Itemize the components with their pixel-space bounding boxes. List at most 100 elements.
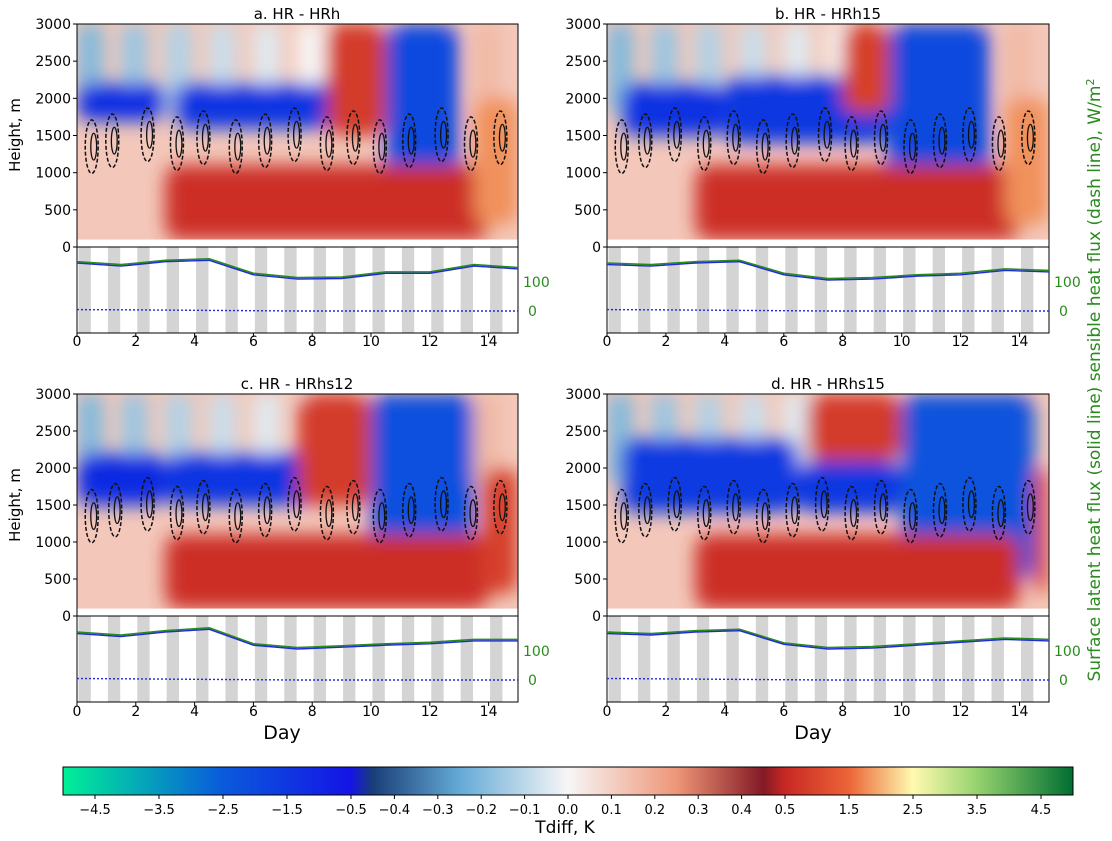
cloud-contour-inner	[439, 490, 448, 519]
latent-flux-line-2	[606, 260, 1050, 281]
colorbar-tick-label: −0.2	[465, 803, 497, 818]
cloud-contour	[493, 479, 508, 535]
cloud-contour-inner	[407, 126, 415, 155]
panel-title: a. HR - HRh	[254, 5, 341, 23]
cloud-contour	[814, 476, 830, 532]
cloud-contour	[667, 107, 683, 163]
night-shade	[343, 247, 356, 333]
cloud-contour	[962, 107, 977, 163]
cloud-contour	[667, 476, 683, 532]
panel-title: d. HR - HRhs15	[771, 375, 885, 393]
colorbar-tick-label: −0.5	[335, 803, 367, 818]
cloud-contour-inner	[673, 490, 681, 519]
night-shade	[873, 616, 887, 702]
night-shade	[991, 247, 1004, 333]
sensible-flux-line	[606, 677, 1049, 681]
night-shade	[962, 247, 975, 333]
cloud-contour	[463, 485, 479, 541]
flux-right-tick-label: 0	[1059, 673, 1068, 689]
night-shade	[372, 247, 385, 333]
y-tick-label: 1500	[565, 498, 601, 514]
cloud-contour	[614, 488, 629, 544]
y-tick-label: 2000	[35, 91, 71, 107]
night-shade	[726, 616, 739, 702]
tdiff-region	[1004, 98, 1049, 225]
night-shade	[1021, 247, 1034, 333]
y-tick-label: 3000	[565, 17, 601, 33]
night-shade	[196, 247, 209, 333]
colorbar-tick-label: −0.3	[422, 803, 454, 818]
cloud-contour-inner	[351, 123, 359, 152]
cloud-contour-inner	[498, 493, 506, 522]
x-tick-label: 14	[480, 334, 498, 350]
cloud-contour	[1021, 479, 1036, 535]
cloud-contour-inner	[908, 502, 917, 531]
cloud-contour	[697, 485, 712, 541]
cloud-contour-inner	[469, 499, 477, 528]
y-tick-label: 1000	[35, 166, 71, 182]
cloud-contour	[228, 119, 243, 175]
x-tick-label: 10	[893, 704, 911, 720]
x-tick-label: 8	[838, 334, 847, 350]
colorbar-tick-label: −3.5	[143, 803, 175, 818]
flux-right-tick-label: 100	[523, 644, 550, 660]
night-shade	[401, 616, 415, 702]
x-tick-label: 0	[603, 334, 612, 350]
colorbar-tick-label: 0.2	[644, 803, 665, 818]
cloud-contour	[346, 479, 361, 535]
cloud-contour-inner	[702, 129, 710, 158]
cloud-contour-inner	[292, 120, 301, 149]
night-shade	[313, 616, 327, 702]
surface-band	[77, 239, 518, 247]
night-shade	[225, 247, 238, 333]
tdiff-region	[326, 24, 386, 136]
flux-right-tick-label: 100	[1054, 644, 1081, 660]
cloud-contour	[697, 116, 712, 172]
cloud-contour	[932, 482, 948, 538]
cloud-contour-inner	[90, 132, 98, 161]
sensible-flux-line	[76, 677, 518, 681]
night-shade	[166, 616, 180, 702]
night-shade	[726, 247, 739, 333]
cloud-contour-inner	[439, 120, 448, 149]
heatmap-area	[607, 394, 1049, 616]
x-tick-label: 6	[249, 704, 258, 720]
colorbar-gradient	[62, 766, 1074, 796]
cloud-contour-inner	[879, 123, 887, 152]
flux-subplot: 0 100 0 0 2 4 6 8 10 12 14	[592, 609, 1081, 720]
cloud-contour-inner	[823, 120, 831, 149]
cloud-contour	[873, 110, 889, 166]
cloud-contour	[903, 488, 918, 544]
y-tick-label: 2500	[35, 424, 71, 440]
night-shade	[254, 247, 268, 333]
cloud-contour-inner	[997, 129, 1005, 158]
cloud-contour-inner	[145, 490, 154, 519]
panel-b: b. HR - HRh15 30002500200015001000500010…	[565, 5, 1080, 350]
flux-frame	[606, 615, 1050, 703]
cloud-contour-inner	[145, 120, 154, 149]
heatmap-area	[607, 24, 1049, 247]
colorbar-tick-label: 0.5	[775, 803, 796, 818]
cloud-contour	[844, 485, 859, 541]
cloud-contour-inner	[263, 126, 271, 155]
tdiff-region	[165, 453, 327, 505]
flux-right-tick-label: 0	[1059, 304, 1068, 320]
colorbar-tick-label: −0.1	[509, 803, 541, 818]
flux-right-tick-label: 0	[528, 304, 537, 320]
cloud-contour	[903, 119, 918, 175]
tdiff-region	[695, 165, 1020, 240]
y-tick-label: 1000	[565, 166, 601, 182]
night-shade	[696, 247, 710, 333]
y-tick-label: 2000	[565, 91, 601, 107]
cloud-contour	[932, 113, 948, 169]
cloud-contour-inner	[378, 132, 386, 161]
colorbar-tick-label: 1.5	[839, 803, 860, 818]
cloud-contour	[991, 116, 1007, 172]
cloud-contour	[346, 110, 361, 166]
tdiff-region	[807, 394, 902, 461]
cloud-contour	[196, 110, 211, 166]
cloud-contour	[169, 116, 185, 172]
x-tick-label: 2	[661, 334, 670, 350]
cloud-contour-inner	[234, 502, 242, 531]
night-shade	[78, 247, 91, 333]
